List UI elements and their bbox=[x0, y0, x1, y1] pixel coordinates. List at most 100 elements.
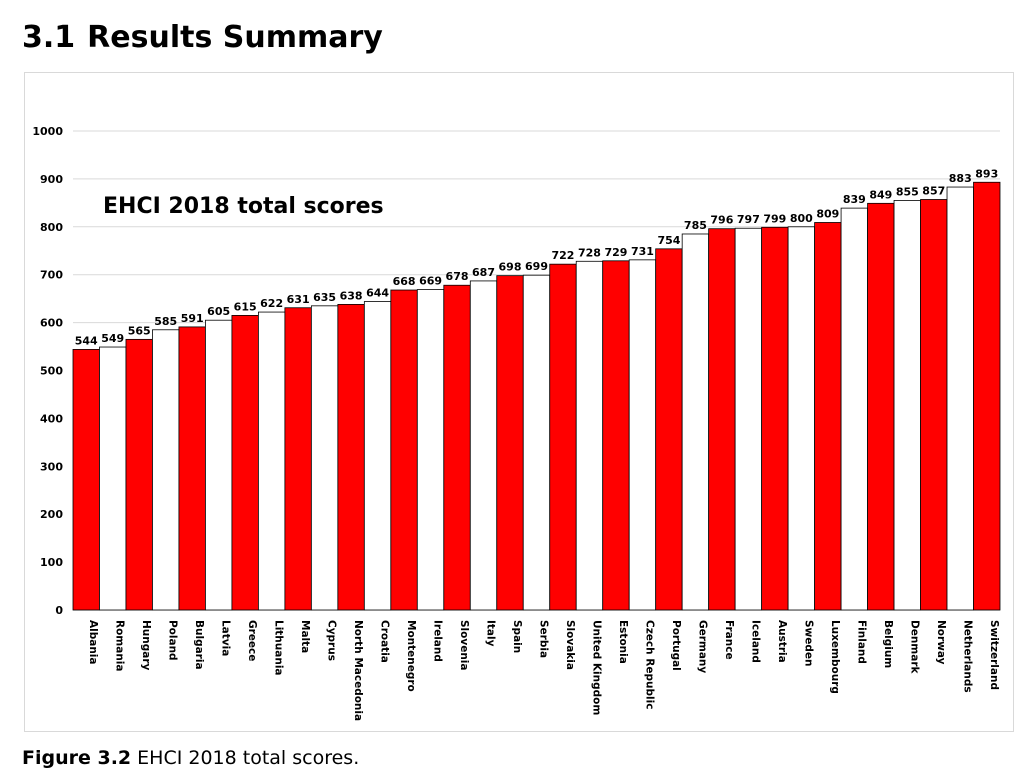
bar bbox=[152, 329, 180, 611]
x-tick-label: Bulgaria bbox=[193, 620, 205, 670]
bar-value-label: 839 bbox=[843, 193, 866, 206]
y-tick-label: 400 bbox=[40, 412, 63, 425]
bar-value-label: 855 bbox=[896, 185, 919, 198]
bar bbox=[814, 222, 842, 611]
section-title: Results Summary bbox=[87, 20, 383, 55]
bar bbox=[575, 260, 604, 611]
bar bbox=[72, 349, 100, 611]
bar bbox=[310, 305, 339, 611]
bar bbox=[178, 326, 206, 611]
x-tick-label: Latvia bbox=[220, 620, 232, 656]
bar bbox=[284, 307, 312, 611]
bar bbox=[628, 259, 657, 611]
x-tick-label: Albania bbox=[87, 620, 99, 665]
chart-title: EHCI 2018 total scores bbox=[103, 194, 384, 219]
bar-value-label: 893 bbox=[975, 167, 998, 180]
bar-value-label: 728 bbox=[578, 246, 601, 259]
y-tick-label: 1000 bbox=[32, 125, 63, 138]
x-tick-label: Spain bbox=[511, 620, 523, 653]
bar bbox=[469, 280, 498, 611]
x-tick-label: Czech Republic bbox=[643, 620, 655, 709]
x-tick-label: Norway bbox=[935, 620, 947, 665]
x-tick-label: Portugal bbox=[670, 620, 682, 671]
bar bbox=[496, 275, 524, 611]
bar bbox=[99, 346, 127, 611]
y-tick-label: 900 bbox=[40, 173, 63, 186]
bar bbox=[734, 227, 763, 611]
x-tick-label: Greece bbox=[246, 620, 258, 661]
y-tick-label: 500 bbox=[40, 365, 63, 378]
bar bbox=[920, 199, 948, 611]
x-tick-label: Germany bbox=[696, 620, 708, 673]
bar-value-label: 631 bbox=[287, 293, 310, 306]
bar-value-label: 797 bbox=[737, 213, 760, 226]
bar-value-label: 849 bbox=[869, 188, 892, 201]
x-tick-label: Serbia bbox=[538, 620, 550, 658]
bar-value-label: 622 bbox=[260, 297, 283, 310]
bar-value-label: 800 bbox=[790, 212, 813, 225]
x-tick-label: United Kingdom bbox=[590, 620, 602, 715]
bar bbox=[655, 248, 683, 611]
bar bbox=[205, 319, 233, 611]
bar-value-label: 722 bbox=[552, 249, 575, 262]
bar bbox=[125, 338, 153, 611]
x-tick-label: Montenegro bbox=[405, 620, 417, 692]
x-tick-label: Lithuania bbox=[273, 620, 285, 676]
bar-value-label: 883 bbox=[949, 172, 972, 185]
figure-caption-text: EHCI 2018 total scores. bbox=[137, 747, 360, 769]
section-heading: 3.1 Results Summary bbox=[22, 18, 383, 58]
bar bbox=[681, 233, 710, 611]
y-tick-label: 800 bbox=[40, 221, 63, 234]
y-tick-label: 200 bbox=[40, 508, 63, 521]
x-tick-label: Hungary bbox=[140, 620, 152, 671]
bar bbox=[390, 289, 418, 611]
x-tick-label: Iceland bbox=[749, 620, 761, 663]
x-tick-label: Ireland bbox=[432, 620, 444, 662]
y-tick-label: 100 bbox=[40, 556, 63, 569]
bar-value-label: 565 bbox=[128, 324, 151, 337]
bar-value-label: 585 bbox=[154, 315, 177, 328]
bar-value-label: 544 bbox=[75, 334, 98, 347]
bar-value-label: 591 bbox=[181, 312, 204, 325]
x-tick-label: Cyprus bbox=[326, 620, 338, 661]
bar-value-label: 796 bbox=[710, 214, 733, 227]
x-tick-label: Romania bbox=[114, 620, 126, 672]
x-tick-label: Switzerland bbox=[988, 620, 1000, 690]
x-tick-label: Luxembourg bbox=[829, 620, 841, 694]
bar bbox=[416, 289, 445, 611]
bar bbox=[231, 315, 259, 611]
bar-value-label: 857 bbox=[922, 184, 945, 197]
bar bbox=[257, 311, 286, 611]
bar-value-label: 635 bbox=[313, 291, 336, 304]
bar-value-label: 698 bbox=[499, 261, 522, 274]
bar bbox=[708, 228, 736, 611]
x-tick-label: Malta bbox=[299, 620, 311, 653]
figure-caption-label: Figure 3.2 bbox=[22, 747, 132, 769]
x-tick-label: Belgium bbox=[882, 620, 894, 668]
x-tick-label: Austria bbox=[776, 620, 788, 663]
figure-caption: Figure 3.2 EHCI 2018 total scores. bbox=[22, 746, 359, 770]
x-tick-label: Estonia bbox=[617, 620, 629, 664]
bar-value-label: 687 bbox=[472, 266, 495, 279]
y-tick-label: 300 bbox=[40, 460, 63, 473]
x-tick-label: North Macedonia bbox=[352, 620, 364, 721]
bar bbox=[867, 202, 895, 611]
bar-value-label: 754 bbox=[657, 234, 680, 247]
bar-value-label: 668 bbox=[393, 275, 416, 288]
x-tick-label: Poland bbox=[167, 620, 179, 661]
bar-value-label: 785 bbox=[684, 219, 707, 232]
bar bbox=[549, 263, 577, 611]
x-tick-label: Sweden bbox=[802, 620, 814, 667]
x-tick-label: Netherlands bbox=[961, 620, 973, 693]
y-tick-label: 0 bbox=[55, 604, 63, 617]
bar-value-label: 638 bbox=[340, 289, 363, 302]
bar-value-label: 669 bbox=[419, 275, 442, 288]
bar-value-label: 644 bbox=[366, 287, 389, 300]
bar-value-label: 699 bbox=[525, 260, 548, 273]
x-tick-label: Finland bbox=[855, 620, 867, 664]
bar-value-label: 605 bbox=[207, 305, 230, 318]
x-tick-label: France bbox=[723, 620, 735, 660]
bar bbox=[602, 260, 630, 611]
bar-value-label: 799 bbox=[763, 212, 786, 225]
bar bbox=[363, 301, 392, 611]
